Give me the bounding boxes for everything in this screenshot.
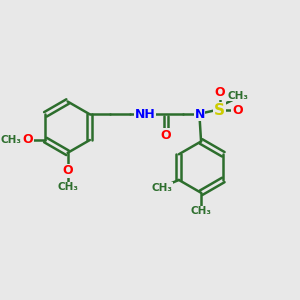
Text: O: O	[161, 129, 171, 142]
Text: N: N	[194, 108, 205, 121]
Text: NH: NH	[135, 108, 156, 121]
Text: O: O	[62, 164, 73, 177]
Text: O: O	[232, 103, 243, 117]
Text: O: O	[22, 133, 33, 146]
Text: CH₃: CH₃	[190, 206, 212, 216]
Text: CH₃: CH₃	[57, 182, 78, 192]
Text: CH₃: CH₃	[228, 91, 249, 101]
Text: S: S	[214, 103, 225, 118]
Text: CH₃: CH₃	[0, 135, 21, 145]
Text: CH₃: CH₃	[152, 183, 173, 193]
Text: O: O	[214, 86, 225, 99]
